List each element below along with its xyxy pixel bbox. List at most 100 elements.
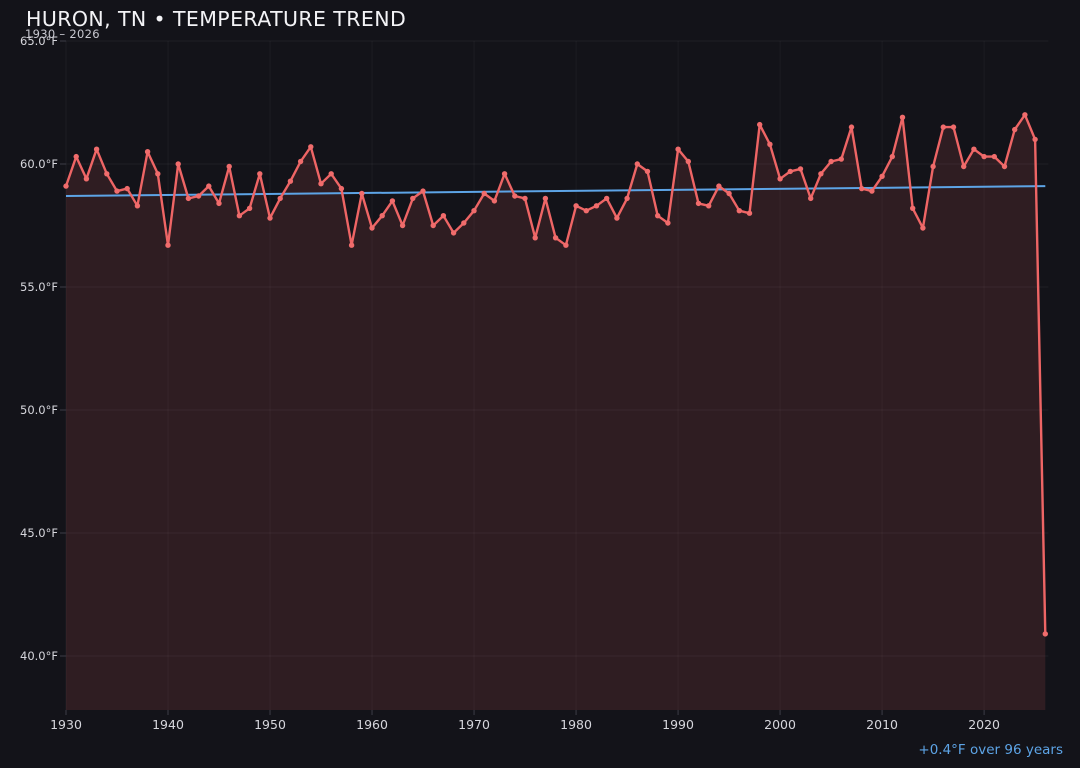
x-tick-label: 1990 bbox=[662, 717, 694, 732]
data-point-1994 bbox=[716, 183, 722, 189]
page-title: HURON, TN • TEMPERATURE TREND bbox=[26, 7, 407, 31]
data-point-1967 bbox=[440, 213, 447, 219]
data-point-1971 bbox=[481, 190, 487, 197]
data-point-1976 bbox=[532, 235, 538, 241]
data-point-2019 bbox=[971, 146, 977, 152]
data-point-1984 bbox=[614, 215, 620, 221]
data-point-1995 bbox=[726, 190, 732, 197]
data-point-2013 bbox=[910, 205, 916, 211]
data-point-2017 bbox=[950, 124, 957, 130]
data-point-1958 bbox=[348, 242, 355, 248]
data-point-2024 bbox=[1022, 112, 1028, 118]
temperature-area-fill bbox=[66, 114, 1046, 711]
x-tick-label: 2010 bbox=[866, 717, 898, 732]
data-point-2012 bbox=[899, 114, 906, 121]
data-point-2015 bbox=[930, 163, 936, 170]
data-point-2008 bbox=[859, 185, 865, 192]
data-point-2009 bbox=[869, 188, 875, 194]
data-point-1949 bbox=[257, 171, 263, 177]
data-point-1959 bbox=[359, 190, 365, 197]
data-point-1973 bbox=[501, 171, 508, 177]
data-point-2016 bbox=[940, 124, 946, 130]
data-point-2004 bbox=[818, 171, 824, 177]
data-point-2026 bbox=[1042, 631, 1049, 637]
x-tick-label: 1960 bbox=[356, 717, 388, 732]
data-point-1979 bbox=[563, 242, 569, 248]
y-tick-label: 45.0°F bbox=[20, 526, 58, 540]
x-tick-label: 2020 bbox=[968, 717, 1000, 732]
trend-line bbox=[65, 185, 1046, 197]
data-point-2010 bbox=[879, 173, 885, 179]
data-point-1983 bbox=[604, 195, 610, 202]
data-point-1969 bbox=[461, 220, 467, 226]
data-point-1937 bbox=[134, 203, 141, 209]
data-point-2020 bbox=[981, 153, 987, 160]
data-point-2002 bbox=[797, 166, 804, 172]
data-point-1993 bbox=[706, 203, 712, 209]
data-point-1960 bbox=[369, 225, 375, 231]
data-point-1951 bbox=[277, 195, 283, 202]
data-point-1966 bbox=[430, 222, 436, 229]
data-point-1947 bbox=[236, 213, 243, 219]
data-point-1989 bbox=[665, 220, 671, 226]
data-point-2011 bbox=[889, 153, 895, 160]
data-point-2007 bbox=[848, 124, 855, 130]
data-point-1950 bbox=[267, 215, 273, 221]
data-point-2006 bbox=[838, 156, 844, 162]
data-point-1997 bbox=[746, 210, 753, 216]
data-point-1974 bbox=[512, 193, 518, 199]
data-point-1977 bbox=[542, 195, 549, 202]
data-point-2025 bbox=[1032, 136, 1038, 143]
data-point-1946 bbox=[226, 163, 232, 170]
page-subtitle: 1930 – 2026 bbox=[25, 27, 100, 41]
data-point-1990 bbox=[675, 146, 681, 152]
data-point-1940 bbox=[165, 242, 171, 248]
data-point-2001 bbox=[787, 168, 793, 175]
data-point-1936 bbox=[124, 185, 130, 192]
data-point-1980 bbox=[573, 203, 579, 209]
data-point-1952 bbox=[287, 178, 294, 184]
x-tick-label: 1980 bbox=[560, 717, 592, 732]
data-point-1998 bbox=[757, 121, 763, 128]
data-point-2005 bbox=[828, 158, 834, 165]
y-tick-label: 40.0°F bbox=[20, 649, 58, 663]
data-point-1943 bbox=[195, 193, 202, 199]
data-point-1961 bbox=[379, 213, 385, 219]
data-point-1991 bbox=[685, 158, 691, 165]
data-point-1964 bbox=[410, 195, 416, 202]
data-point-2003 bbox=[808, 195, 814, 202]
x-tick-label: 1970 bbox=[458, 717, 490, 732]
data-point-1988 bbox=[655, 213, 661, 219]
y-tick-label: 60.0°F bbox=[20, 157, 58, 171]
y-tick-label: 55.0°F bbox=[20, 280, 58, 294]
data-point-1938 bbox=[144, 149, 151, 155]
data-point-1981 bbox=[583, 208, 589, 214]
data-point-1948 bbox=[246, 205, 253, 211]
data-point-1963 bbox=[399, 222, 406, 229]
data-point-1945 bbox=[216, 200, 222, 207]
data-point-1939 bbox=[155, 171, 161, 177]
x-tick-label: 1950 bbox=[254, 717, 286, 732]
data-point-1935 bbox=[114, 188, 120, 194]
data-point-2018 bbox=[961, 163, 967, 170]
data-point-1930 bbox=[63, 183, 69, 189]
data-point-1992 bbox=[695, 200, 702, 207]
data-point-1953 bbox=[297, 158, 304, 165]
data-point-2014 bbox=[920, 225, 926, 231]
data-point-1978 bbox=[552, 235, 559, 241]
data-point-1955 bbox=[318, 181, 324, 187]
data-point-2022 bbox=[1001, 163, 1008, 170]
data-point-1954 bbox=[308, 144, 314, 150]
data-point-1972 bbox=[491, 198, 498, 204]
data-point-1968 bbox=[450, 230, 457, 236]
data-point-1965 bbox=[420, 188, 426, 194]
y-tick-label: 65.0°F bbox=[20, 34, 58, 48]
data-point-1986 bbox=[634, 161, 640, 167]
data-point-2023 bbox=[1012, 126, 1018, 133]
data-point-1996 bbox=[736, 208, 742, 214]
data-point-1999 bbox=[767, 141, 773, 147]
x-tick-label: 2000 bbox=[764, 717, 796, 732]
data-point-1942 bbox=[185, 195, 192, 202]
